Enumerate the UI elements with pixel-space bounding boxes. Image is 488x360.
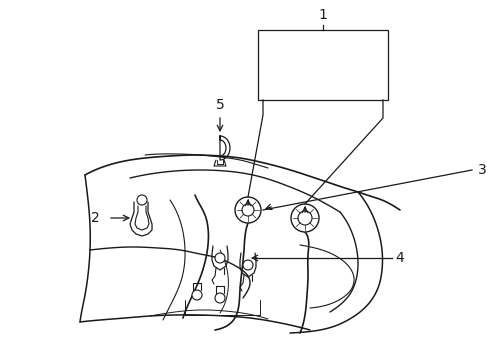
Text: 1: 1 xyxy=(318,8,327,22)
Circle shape xyxy=(137,195,147,205)
Text: 2: 2 xyxy=(90,211,99,225)
Text: 3: 3 xyxy=(477,163,486,177)
Circle shape xyxy=(235,197,261,223)
Circle shape xyxy=(192,290,202,300)
Bar xyxy=(258,30,387,100)
Circle shape xyxy=(215,253,224,263)
Text: 4: 4 xyxy=(394,251,403,265)
Circle shape xyxy=(297,211,311,225)
Circle shape xyxy=(290,204,318,232)
Circle shape xyxy=(242,204,253,216)
Circle shape xyxy=(243,260,252,270)
Circle shape xyxy=(215,293,224,303)
Text: 5: 5 xyxy=(215,98,224,112)
